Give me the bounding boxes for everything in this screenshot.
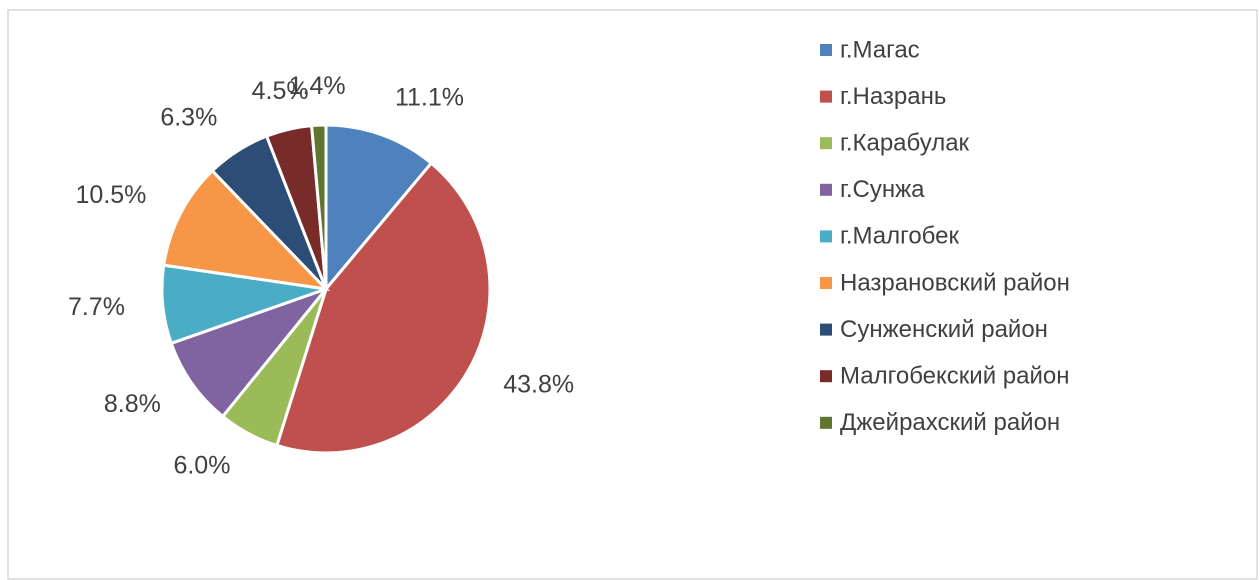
legend-label: Малгобекский район <box>840 363 1069 390</box>
pie-slice <box>162 168 331 292</box>
legend-label: Джейрахский район <box>840 409 1060 436</box>
legend-label: г.Назрань <box>840 83 946 110</box>
legend-swatch <box>820 137 832 150</box>
pie-slice <box>324 123 434 294</box>
legend-label: г.Магас <box>840 36 920 63</box>
legend-swatch <box>820 90 832 103</box>
legend-swatch <box>820 230 832 243</box>
legend-swatch <box>820 370 832 383</box>
legend-swatch <box>820 44 832 56</box>
data-label: 1.4% <box>289 72 346 100</box>
data-label: 8.8% <box>104 390 161 418</box>
data-label: 6.0% <box>173 452 230 480</box>
legend-swatch <box>820 183 832 196</box>
data-label: 6.3% <box>160 103 217 131</box>
pie-slice <box>169 285 331 419</box>
legend-swatch <box>820 277 832 289</box>
legend-label: Сунженский район <box>840 316 1048 343</box>
legend-label: г.Малгобек <box>840 223 960 250</box>
legend-label: г.Карабулак <box>840 130 970 157</box>
pie-slice <box>274 161 492 455</box>
legend-label: Назрановский район <box>840 269 1070 296</box>
legend-swatch <box>820 416 832 429</box>
data-label: 7.7% <box>68 293 125 321</box>
data-label: 4.5% <box>252 77 309 105</box>
pie-slice <box>309 123 328 290</box>
data-label: 11.1% <box>395 84 464 112</box>
legend-label: г.Сунжа <box>840 176 925 203</box>
data-label: 43.8% <box>503 371 574 399</box>
legend-swatch <box>820 323 832 336</box>
data-label: 10.5% <box>76 181 147 209</box>
